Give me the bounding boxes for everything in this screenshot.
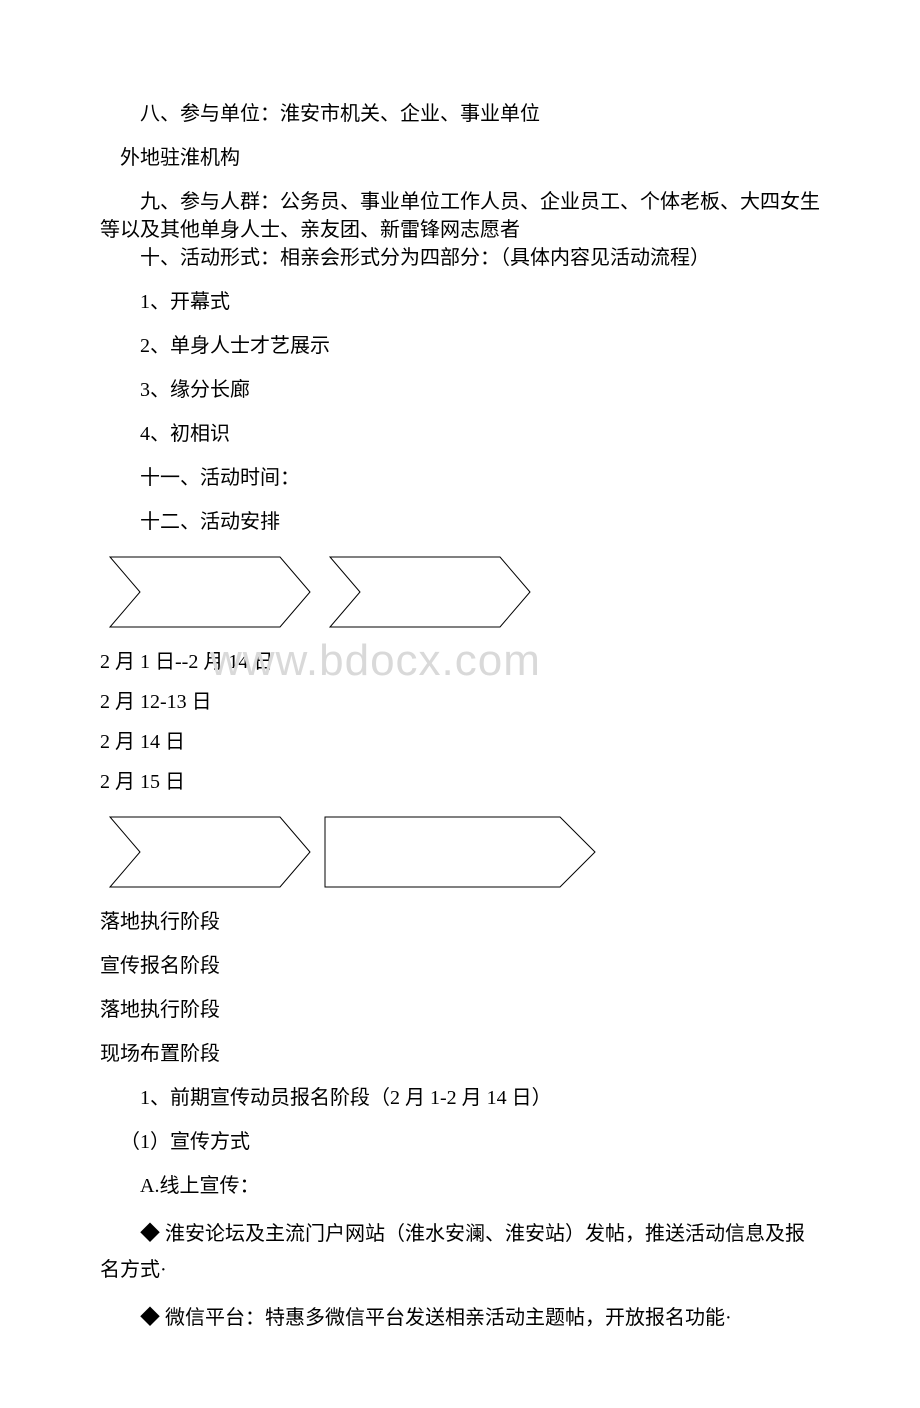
section-8: 八、参与单位：淮安市机关、企业、事业单位: [100, 100, 820, 128]
section-10: 十、活动形式：相亲会形式分为四部分：（具体内容见活动流程）: [100, 244, 820, 272]
item-1: 1、开幕式: [100, 288, 820, 316]
detail-2: （1）宣传方式: [100, 1128, 820, 1156]
arrow-polygon: [325, 817, 595, 887]
detail-1: 1、前期宣传动员报名阶段（2 月 1-2 月 14 日）: [100, 1084, 820, 1112]
section-9-text: 九、参与人群：公务员、事业单位工作人员、企业员工、个体老板、大四女生等以及其他单…: [100, 191, 820, 241]
item-4: 4、初相识: [100, 420, 820, 448]
section-9: 九、参与人群：公务员、事业单位工作人员、企业员工、个体老板、大四女生等以及其他单…: [100, 188, 820, 244]
date-3: 2 月 14 日: [100, 728, 820, 756]
item-3: 3、缘分长廊: [100, 376, 820, 404]
document-page: 八、参与单位：淮安市机关、企业、事业单位 外地驻淮机构 九、参与人群：公务员、事…: [0, 0, 920, 1408]
phase-4: 现场布置阶段: [100, 1040, 820, 1068]
detail-3: A.线上宣传：: [100, 1172, 820, 1200]
arrow-shape-4: [320, 812, 605, 892]
date-4: 2 月 15 日: [100, 768, 820, 796]
arrow-shape-2: [320, 552, 540, 632]
arrow-shape-3: [100, 812, 320, 892]
section-12: 十二、活动安排: [100, 508, 820, 536]
dates-block: 2 月 1 日--2 月 14 日 www.bdocx.com 2 月 12-1…: [100, 648, 820, 716]
arrow-shape-1: [100, 552, 320, 632]
detail-5: ◆ 微信平台：特惠多微信平台发送相亲活动主题帖，开放报名功能·: [100, 1304, 820, 1332]
item-2: 2、单身人士才艺展示: [100, 332, 820, 360]
phase-3: 落地执行阶段: [100, 996, 820, 1024]
phase-2: 宣传报名阶段: [100, 952, 820, 980]
arrow-polygon: [330, 557, 530, 627]
detail-4: ◆ 淮安论坛及主流门户网站（淮水安澜、淮安站）发帖，推送活动信息及报名方式·: [100, 1216, 820, 1288]
arrow-polygon: [110, 817, 310, 887]
date-1: 2 月 1 日--2 月 14 日: [100, 648, 820, 676]
date-2: 2 月 12-13 日: [100, 688, 820, 716]
section-8-sub: 外地驻淮机构: [100, 144, 820, 172]
section-11: 十一、活动时间：: [100, 464, 820, 492]
phase-1: 落地执行阶段: [100, 908, 820, 936]
arrow-polygon: [110, 557, 310, 627]
arrow-row-bottom: [100, 812, 820, 892]
arrow-row-top: [100, 552, 820, 632]
